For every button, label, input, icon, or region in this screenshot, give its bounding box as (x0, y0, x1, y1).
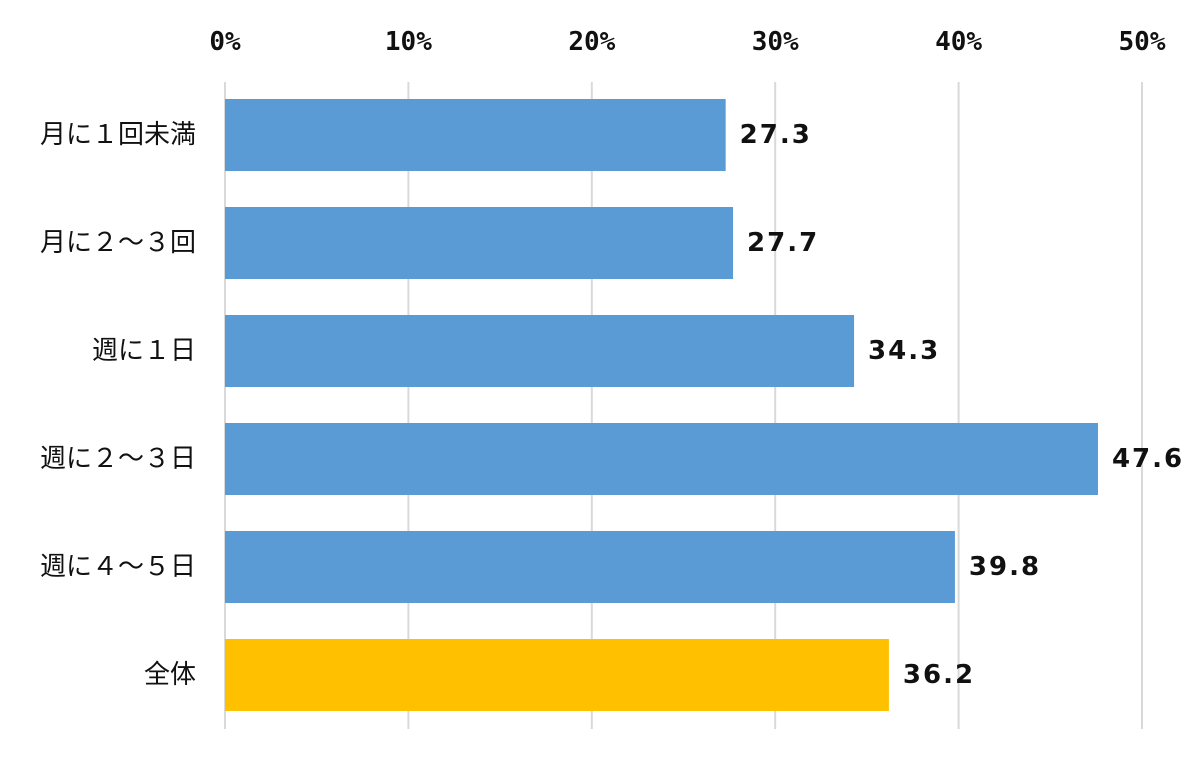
gridlines (224, 82, 1143, 729)
x-tick-label: 10% (385, 27, 432, 57)
data-label: 27.3 (740, 120, 812, 150)
x-tick-label: 50% (1119, 27, 1166, 57)
bars (225, 99, 1098, 711)
bar (225, 315, 855, 387)
category-label: 週に２～３日 (40, 444, 196, 474)
bar (225, 99, 726, 171)
category-label: 月に２～３回 (40, 228, 196, 258)
category-label: 月に１回未満 (40, 120, 196, 150)
data-label: 36.2 (903, 660, 975, 690)
data-label: 39.8 (969, 552, 1041, 582)
x-axis-ticks: 0% 10% 20% 30% 40% 50% (209, 27, 1165, 57)
data-label: 47.6 (1112, 444, 1184, 474)
category-label: 全体 (144, 660, 196, 690)
bar (225, 639, 889, 711)
bar (225, 423, 1098, 495)
x-tick-label: 30% (752, 27, 799, 57)
bar (225, 207, 734, 279)
category-label: 週に４～５日 (40, 552, 196, 582)
x-tick-label: 20% (568, 27, 615, 57)
bar (225, 531, 955, 603)
x-tick-label: 40% (935, 27, 982, 57)
data-labels: 27.3 27.7 34.3 47.6 39.8 36.2 (740, 120, 1184, 690)
category-label: 週に１日 (92, 336, 196, 366)
data-label: 34.3 (868, 336, 940, 366)
x-tick-label: 0% (209, 27, 241, 57)
data-label: 27.7 (747, 228, 819, 258)
